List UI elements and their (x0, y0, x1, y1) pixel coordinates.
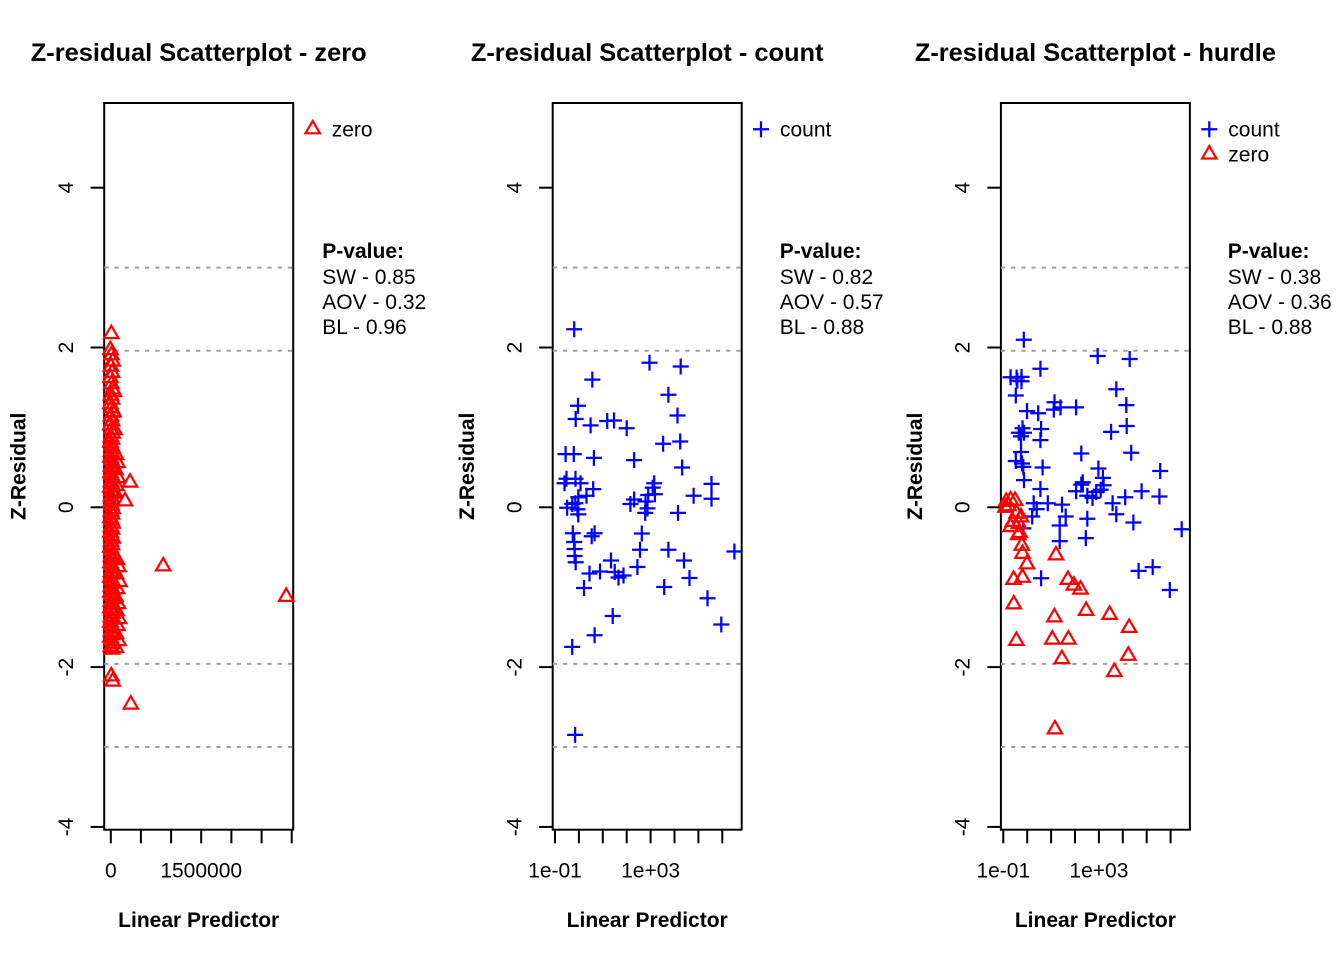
svg-text:0: 0 (952, 501, 975, 513)
svg-text:SW - 0.82: SW - 0.82 (780, 266, 873, 289)
svg-text:AOV - 0.57: AOV - 0.57 (780, 291, 884, 314)
svg-text:P-value:: P-value: (1228, 240, 1310, 263)
svg-text:count: count (780, 119, 832, 142)
svg-text:Z-Residual: Z-Residual (456, 413, 479, 520)
svg-text:SW - 0.85: SW - 0.85 (322, 266, 415, 289)
svg-text:P-value:: P-value: (780, 240, 862, 263)
svg-text:1e+03: 1e+03 (621, 860, 680, 883)
svg-text:4: 4 (952, 182, 975, 194)
svg-text:Linear Predictor: Linear Predictor (567, 909, 728, 932)
svg-text:Z-residual Scatterplot - zero: Z-residual Scatterplot - zero (31, 39, 367, 67)
svg-text:BL - 0.96: BL - 0.96 (322, 316, 406, 339)
svg-text:AOV - 0.36: AOV - 0.36 (1228, 291, 1332, 314)
svg-text:1e+03: 1e+03 (1069, 860, 1128, 883)
svg-text:P-value:: P-value: (322, 240, 404, 263)
svg-text:4: 4 (503, 182, 526, 194)
svg-text:Z-Residual: Z-Residual (904, 413, 927, 520)
svg-text:Z-residual Scatterplot - count: Z-residual Scatterplot - count (471, 39, 824, 67)
svg-text:Linear Predictor: Linear Predictor (118, 909, 279, 932)
svg-text:0: 0 (503, 501, 526, 513)
svg-text:1500000: 1500000 (160, 860, 242, 883)
svg-text:-4: -4 (952, 817, 975, 836)
svg-text:-4: -4 (55, 817, 78, 836)
svg-text:count: count (1228, 119, 1280, 142)
svg-text:-4: -4 (503, 817, 526, 836)
svg-text:1e-01: 1e-01 (976, 860, 1030, 883)
svg-text:zero: zero (332, 119, 373, 142)
svg-text:Z-Residual: Z-Residual (7, 413, 30, 520)
svg-text:zero: zero (1228, 144, 1269, 167)
svg-text:2: 2 (55, 342, 78, 354)
svg-text:Z-residual Scatterplot - hurdl: Z-residual Scatterplot - hurdle (915, 39, 1276, 67)
svg-text:2: 2 (503, 342, 526, 354)
svg-text:4: 4 (55, 182, 78, 194)
svg-text:0: 0 (55, 501, 78, 513)
svg-text:SW - 0.38: SW - 0.38 (1228, 266, 1321, 289)
svg-text:-2: -2 (55, 658, 78, 677)
svg-text:BL - 0.88: BL - 0.88 (1228, 316, 1312, 339)
svg-text:Linear Predictor: Linear Predictor (1015, 909, 1176, 932)
svg-text:BL - 0.88: BL - 0.88 (780, 316, 864, 339)
svg-text:-2: -2 (952, 658, 975, 677)
svg-text:2: 2 (952, 342, 975, 354)
svg-text:AOV - 0.32: AOV - 0.32 (322, 291, 426, 314)
svg-text:0: 0 (105, 860, 117, 883)
svg-text:1e-01: 1e-01 (528, 860, 582, 883)
svg-text:-2: -2 (503, 658, 526, 677)
